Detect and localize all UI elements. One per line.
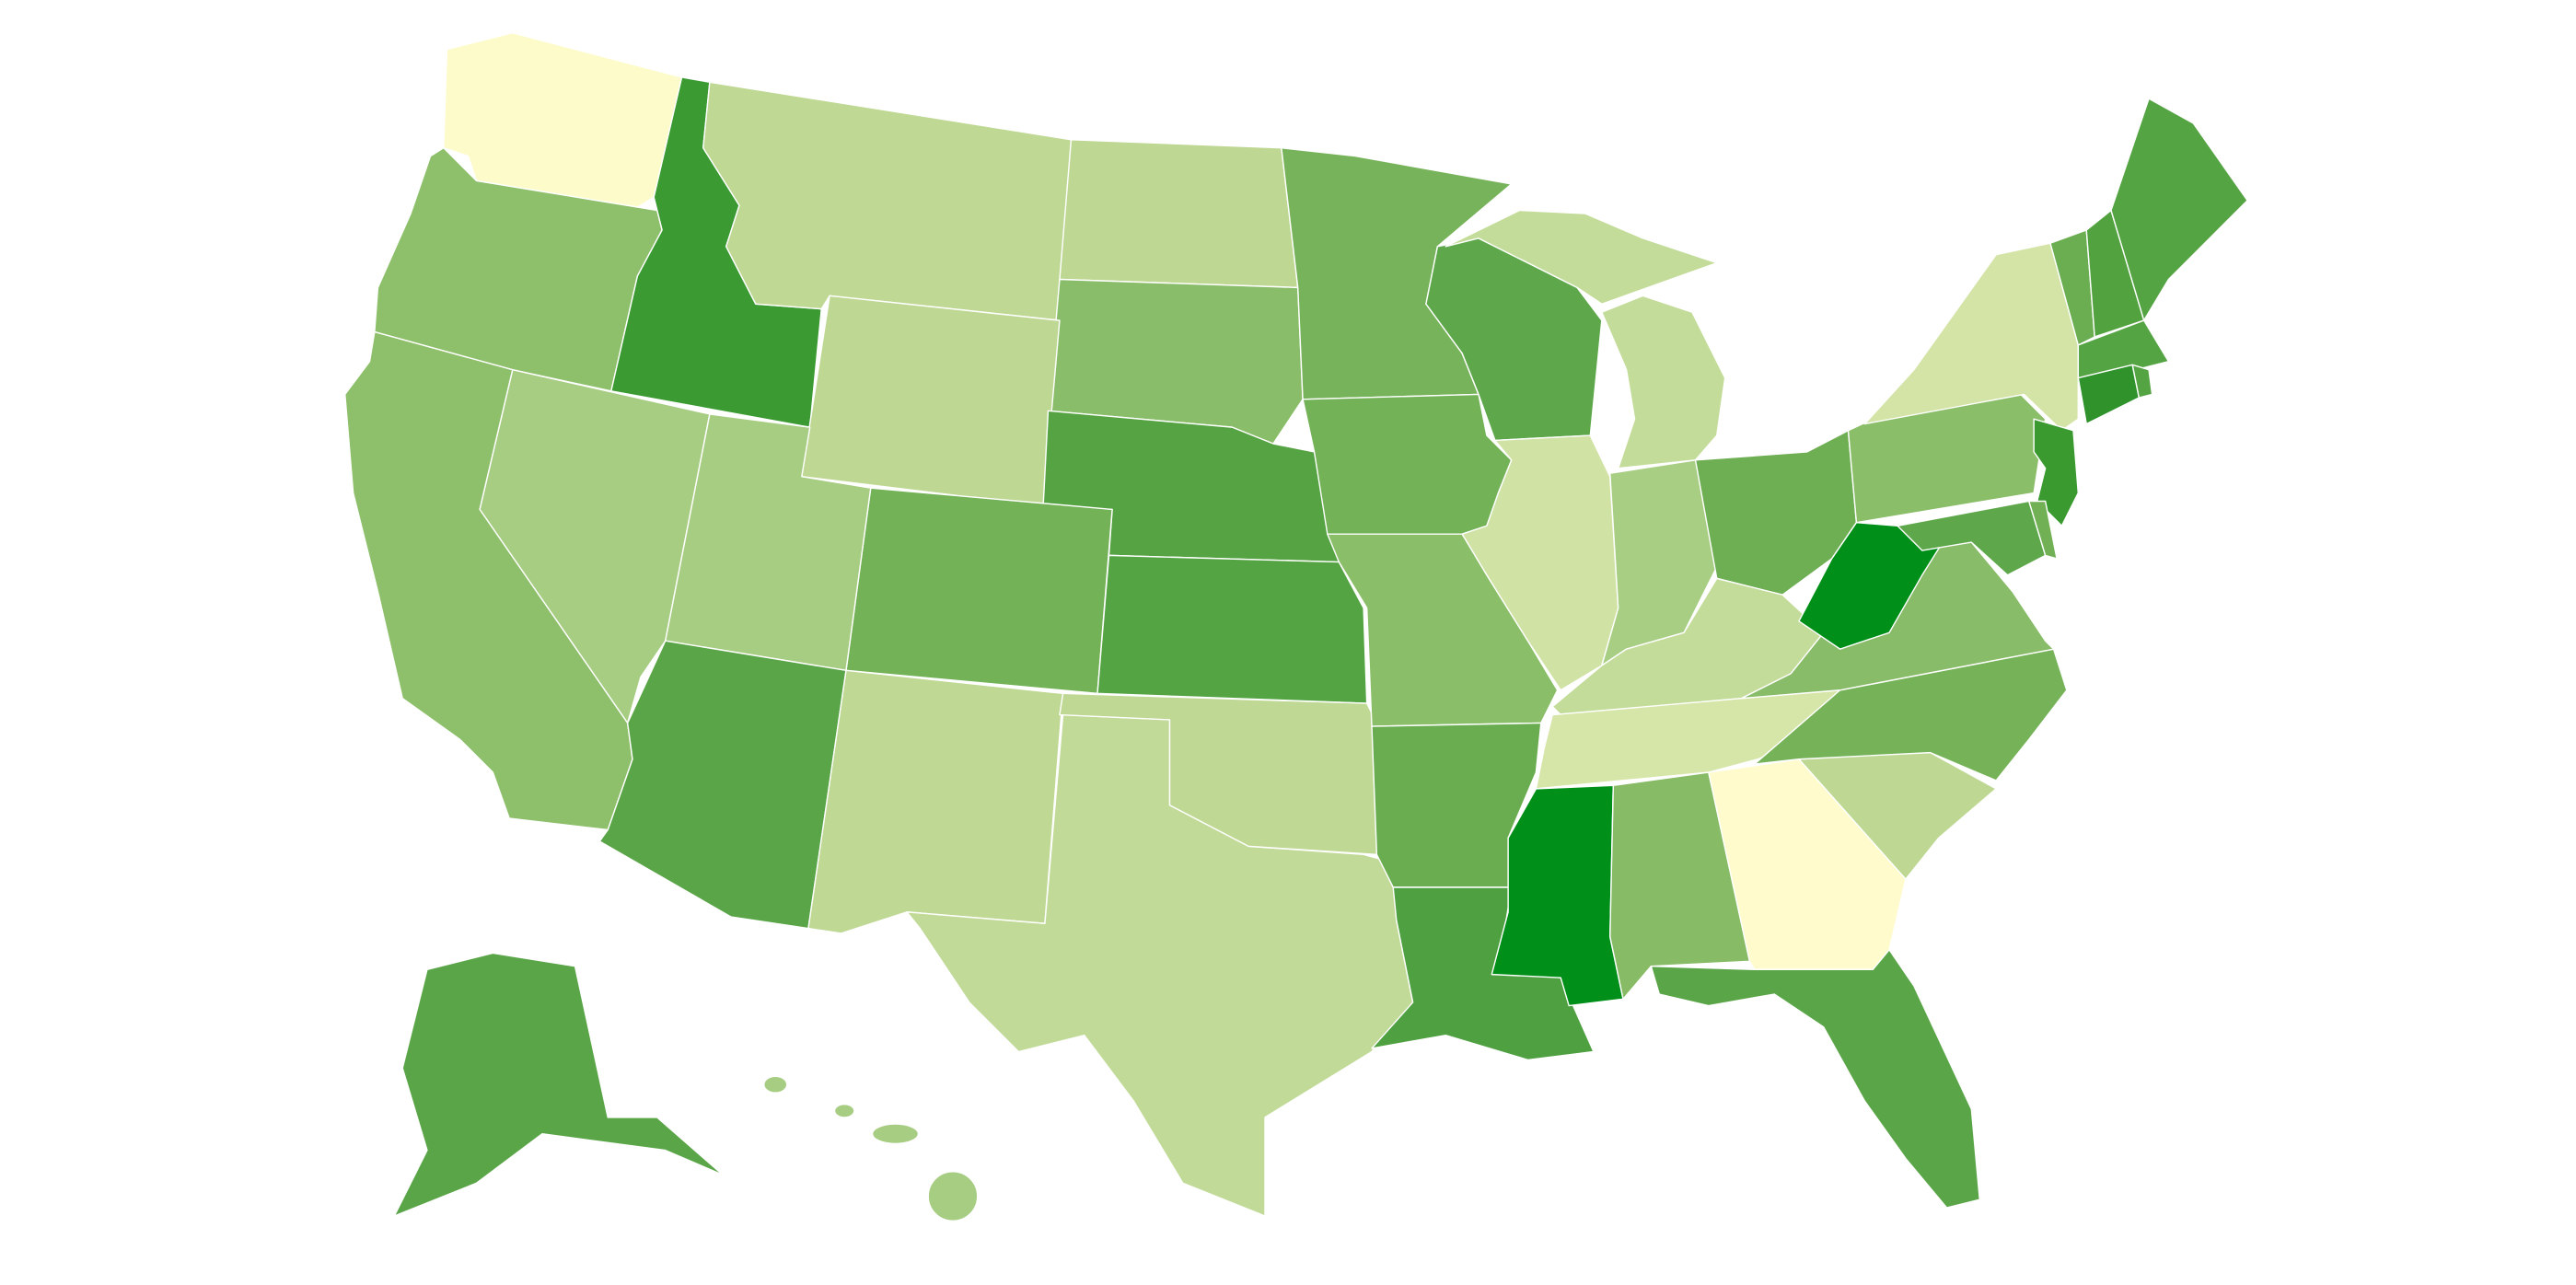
state bbox=[807, 669, 1064, 934]
state bbox=[1059, 692, 1378, 856]
state bbox=[2077, 319, 2170, 379]
state bbox=[763, 1075, 979, 1222]
state bbox=[801, 295, 1061, 507]
state bbox=[1302, 393, 1513, 535]
state bbox=[1650, 949, 1980, 1209]
state bbox=[702, 81, 1073, 321]
state bbox=[2033, 418, 2080, 527]
state bbox=[845, 487, 1113, 695]
state bbox=[1097, 554, 1368, 704]
state bbox=[1059, 139, 1299, 289]
state bbox=[1863, 242, 2080, 432]
state bbox=[1445, 209, 1726, 469]
state bbox=[2131, 364, 2153, 399]
state bbox=[2028, 500, 2058, 560]
state bbox=[344, 330, 633, 831]
state bbox=[393, 952, 724, 1217]
